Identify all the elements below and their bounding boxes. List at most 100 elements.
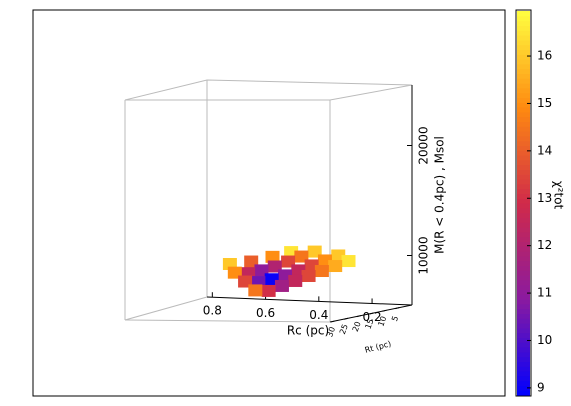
colorbar-segment [517,241,530,247]
colorbar-segment [517,342,530,348]
box-edge [124,319,331,323]
colorbar-segment [517,327,530,334]
x-tick-label: 0.4 [309,308,328,322]
voxel [244,255,259,268]
colorbar-segment [517,332,530,338]
colorbar-segment [517,159,530,166]
voxel [314,265,329,278]
colorbar-segment [517,49,530,55]
y-tick-label: 30 [325,326,337,339]
colorbar-tick-label: 13 [537,191,552,205]
colorbar-segment [517,44,530,50]
colorbar-segment [517,92,530,98]
colorbar-segment [517,337,530,343]
colorbar-segment [517,203,530,209]
y-tick-label: 5 [390,315,400,323]
colorbar-segment [517,63,530,70]
colorbar-segment [517,313,530,319]
colorbar-tick-label: 9 [537,380,545,394]
colorbar-segment [517,131,530,137]
y-tick-label: 15 [364,318,376,331]
y-tick [356,315,361,318]
y-tick [343,317,349,320]
plot-frame [32,9,506,397]
voxel [294,250,309,263]
colorbar-segment [517,145,530,151]
colorbar-segment [517,222,530,228]
colorbar-segment [517,116,530,122]
axes [206,85,413,323]
colorbar-segment [517,212,530,218]
colorbar-segment [517,150,530,156]
colorbar-tick-label: 15 [537,96,552,110]
colorbar-segment [517,97,530,103]
colorbar-segment [517,207,530,214]
voxel [248,284,263,297]
colorbar-segment [517,270,530,276]
voxel [265,250,280,263]
colorbar-segment [517,111,530,118]
voxel [301,269,316,282]
colorbar-segment [517,140,530,146]
colorbar-label: χ²tot [552,181,566,210]
colorbar-segment [517,375,530,382]
colorbar-segment [517,179,530,185]
colorbar-segment [517,11,530,17]
colorbar-segment [517,78,530,84]
colorbar-frame [515,9,532,397]
voxel [261,284,276,297]
colorbar-segment [517,361,530,367]
colorbar-segment [517,164,530,170]
colorbar-segment [517,73,530,79]
y-tick-label: 20 [351,320,363,333]
colorbar-segment [517,68,530,74]
colorbar-segment [517,174,530,180]
colorbar-segment [517,299,530,305]
colorbar-segment [517,303,530,310]
colorbar-segment [517,356,530,362]
colorbar-segment [517,169,530,175]
z-axis-label: M(R < 0.4pc) , Msol [433,136,447,254]
colorbar-segment [517,126,530,132]
colorbar-segment [517,308,530,314]
colorbar-segment [517,30,530,36]
voxel [317,254,332,267]
box-top [124,79,413,101]
y-tick-label: 10 [376,315,388,328]
z-tick-label: 20000 [417,126,431,164]
colorbar-segment [517,87,530,94]
colorbar-segment [517,265,530,271]
colorbar-segment [517,102,530,108]
colorbar-segment [517,198,530,204]
colorbar-segment [517,246,530,252]
colorbar-segment [517,227,530,233]
colorbar-segment [517,15,530,22]
colorbar-tick-label: 16 [537,49,552,63]
colorbar-segment [517,255,530,262]
colorbar-segment [517,217,530,223]
colorbar-segment [517,347,530,353]
colorbar-segment [517,54,530,60]
voxel [328,260,343,273]
colorbar-segment [517,251,530,257]
colorbar-segment [517,107,530,113]
colorbar-tick-label: 11 [537,286,552,300]
colorbar-segment [517,323,530,329]
colorbar-segment [517,183,530,190]
colorbar-segment [517,35,530,41]
colorbar-segment [517,25,530,31]
colorbar-segment [517,155,530,161]
y-tick-label: 25 [338,323,350,336]
colorbar-segment [517,188,530,194]
x-tick-label: 0.8 [203,304,222,318]
colorbar-segment [517,59,530,65]
colorbar-segment [517,390,530,396]
y-tick [395,307,400,310]
colorbar-segment [517,380,530,386]
y-tick [382,309,387,312]
colorbar-segment [517,371,530,377]
colorbar-segment [517,279,530,286]
colorbar-segment [517,275,530,281]
x-tick-label: 0.2 [363,310,382,324]
